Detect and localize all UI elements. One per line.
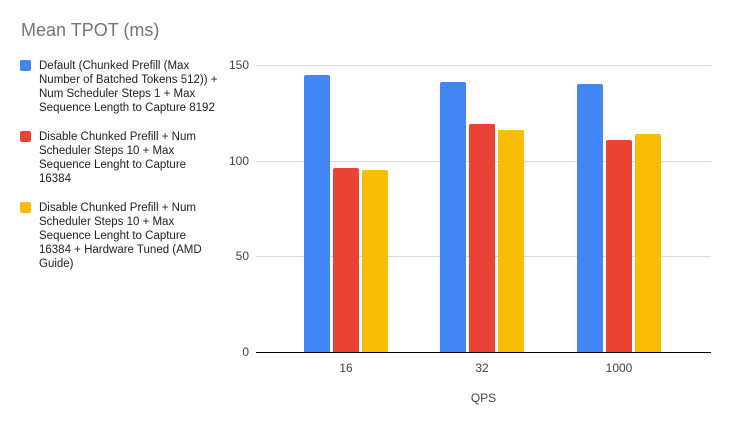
plot-area: 0 50 100 150 16 32 1000 [229,58,711,375]
y-tick-label-100: 100 [228,153,249,168]
x-axis-title: QPS [470,391,497,405]
bar-series1-qps32 [440,82,466,352]
legend-label: Default (Chunked Prefill (Max Number of … [39,60,218,114]
x-tick-label-16: 16 [339,361,353,375]
legend-swatch-icon [20,131,31,142]
bar-series2-qps16 [333,168,359,352]
x-tick-label-1000: 1000 [605,361,633,375]
x-axis-line [256,352,711,353]
legend-item-1: Default (Chunked Prefill (Max Number of … [20,59,224,115]
bar-series3-qps16 [362,170,388,352]
y-tick-label-0: 0 [242,345,249,359]
y-tick-label-50: 50 [235,249,249,264]
legend-label: Disable Chunked Prefill + Num Scheduler … [39,131,196,185]
legend-item-2: Disable Chunked Prefill + Num Scheduler … [20,130,224,186]
bar-series3-qps32 [498,130,524,352]
x-tick-label-32: 32 [475,361,489,375]
legend: Default (Chunked Prefill (Max Number of … [20,59,224,271]
y-tick-label-150: 150 [228,58,249,72]
legend-item-3: Disable Chunked Prefill + Num Scheduler … [20,201,224,271]
bar-series3-qps1000 [635,134,661,352]
bar-series2-qps32 [469,124,495,352]
legend-label: Disable Chunked Prefill + Num Scheduler … [39,202,202,270]
bar-series1-qps16 [304,75,330,352]
legend-swatch-icon [20,202,31,213]
bar-series1-qps1000 [577,84,603,352]
gridline-150 [256,65,711,66]
chart-title: Mean TPOT (ms) [21,20,160,40]
bar-series2-qps1000 [606,140,632,352]
legend-swatch-icon [20,60,31,71]
